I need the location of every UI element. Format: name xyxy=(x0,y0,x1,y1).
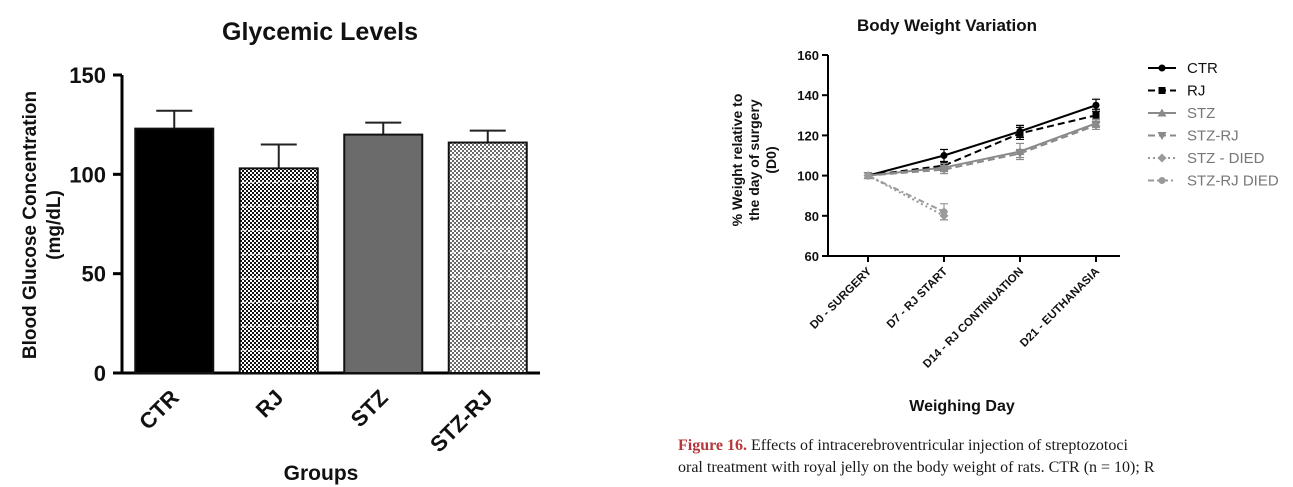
data-point xyxy=(1158,177,1166,184)
legend-item: STZ-RJ DIED xyxy=(1148,173,1279,190)
caption-line-1: Effects of intracerebroventricular injec… xyxy=(751,437,1128,454)
x-tick-labels: CTR RJ STZ STZ-RJ xyxy=(134,385,497,457)
axes: 60 80 100 120 140 160 xyxy=(797,48,1120,264)
series-line xyxy=(867,122,1097,177)
figure-label: Figure 16. xyxy=(678,437,748,454)
legend-item: STZ xyxy=(1148,105,1215,122)
y-tick-label: 150 xyxy=(69,63,106,88)
y-tick-label: 100 xyxy=(69,162,106,187)
chart-title: Body Weight Variation xyxy=(857,16,1037,35)
y-axis-label-line-1: % Weight relative to xyxy=(729,94,745,227)
x-tick-label: D21 - EUTHANASIA xyxy=(1018,266,1102,350)
series-stz-rj-died xyxy=(864,172,948,221)
y-axis-label: % Weight relative to the day of surgery (D… xyxy=(729,94,779,227)
legend-label: STZ xyxy=(1187,105,1215,122)
y-tick-label: 140 xyxy=(797,88,819,103)
data-point xyxy=(1157,132,1167,140)
glycemic-levels-chart: Glycemic Levels Blood Glucose Concentrat… xyxy=(20,18,540,485)
y-axis-label-line-2: the day of surgery xyxy=(746,99,762,221)
x-tick-label: RJ xyxy=(251,385,289,423)
data-point xyxy=(939,166,949,175)
series-stz-rj xyxy=(863,120,1101,181)
legend-item: STZ - DIED xyxy=(1148,150,1265,167)
x-axis-label: Groups xyxy=(284,462,359,485)
y-axis-label-line-1: Blood Glucose Concentration xyxy=(20,91,41,359)
legend: CTR RJ STZ STZ-RJ STZ - DIED STZ-RJ DIED xyxy=(1148,60,1279,190)
data-point xyxy=(940,208,948,216)
caption-line-2: oral treatment with royal jelly on the b… xyxy=(678,459,1155,476)
bars xyxy=(134,109,528,374)
data-point xyxy=(1016,129,1024,137)
data-point xyxy=(1091,121,1101,130)
data-point xyxy=(1092,111,1100,119)
legend-label: STZ-RJ xyxy=(1187,128,1239,145)
bar-stz-rj xyxy=(447,141,528,374)
x-tick-label: STZ xyxy=(346,385,393,432)
y-tick-label: 80 xyxy=(805,209,819,224)
series-stz-died xyxy=(863,171,949,221)
data-point xyxy=(1158,87,1166,94)
y-tick-label: 50 xyxy=(82,262,106,287)
legend-item: CTR xyxy=(1148,60,1218,77)
y-tick-label: 160 xyxy=(797,48,819,63)
bar-stz xyxy=(343,133,424,374)
series-ctr xyxy=(864,98,1100,180)
bar-rj xyxy=(238,167,319,374)
data-point xyxy=(1157,108,1167,117)
series-line xyxy=(867,174,945,213)
y-tick-label: 100 xyxy=(797,169,819,184)
x-tick-label: STZ-RJ xyxy=(425,385,497,457)
series-stz xyxy=(863,118,1101,180)
y-axis-label: Blood Glucose Concentration xyxy=(20,91,41,359)
y-axis-label-line-2: (mg/dL) xyxy=(44,190,65,260)
legend-label: RJ xyxy=(1187,83,1205,100)
data-point xyxy=(1158,64,1166,72)
series-line xyxy=(867,174,945,217)
legend-label: STZ - DIED xyxy=(1187,150,1265,167)
y-tick-label: 120 xyxy=(797,128,819,143)
chart-title: Glycemic Levels xyxy=(222,18,418,46)
body-weight-variation-chart: Body Weight Variation % Weight relative … xyxy=(729,16,1279,415)
x-tick-label: D0 - SURGERY xyxy=(808,265,874,331)
data-point xyxy=(1157,153,1167,163)
series-lines xyxy=(863,98,1101,221)
x-axis-label: Weighing Day xyxy=(909,398,1015,415)
y-tick-label: 0 xyxy=(94,361,106,386)
x-tick-label: CTR xyxy=(134,385,184,435)
bar-ctr xyxy=(134,127,215,374)
series-line xyxy=(867,124,1097,177)
x-tick-label: D7 - RJ START xyxy=(885,266,950,331)
y-tick-label: 60 xyxy=(805,249,819,264)
series-line xyxy=(867,104,1097,177)
data-point xyxy=(1015,149,1025,158)
legend-item: RJ xyxy=(1148,83,1205,100)
legend-label: STZ-RJ DIED xyxy=(1187,173,1279,190)
figure-caption: Figure 16. Effects of intracerebroventri… xyxy=(678,435,1293,479)
legend-item: STZ-RJ xyxy=(1148,128,1239,145)
legend-label: CTR xyxy=(1187,60,1218,77)
data-point xyxy=(940,152,948,159)
data-point xyxy=(864,172,872,180)
y-axis-label-line-3: (D0) xyxy=(763,146,779,173)
data-point xyxy=(1092,101,1100,109)
